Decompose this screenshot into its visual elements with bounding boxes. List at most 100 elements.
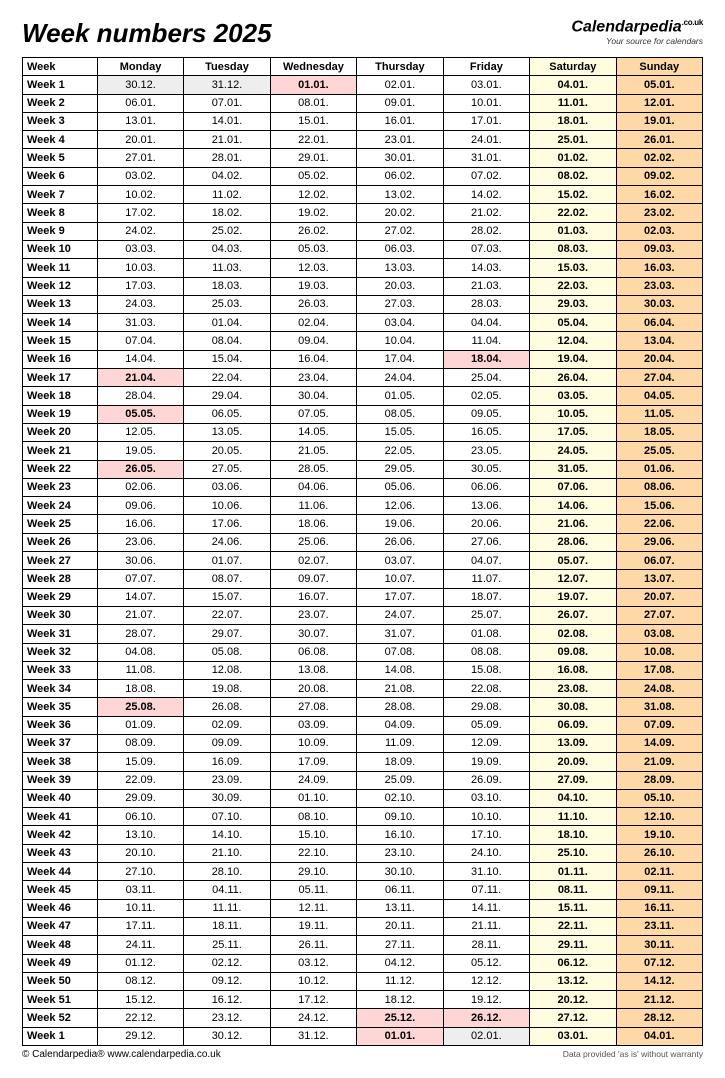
week-label: Week 40 [23,789,98,807]
date-cell: 01.11. [530,863,616,881]
brand-name: Calendarpedia.co.uk [571,18,703,36]
col-tuesday: Tuesday [184,58,270,76]
date-cell: 30.12. [184,1027,270,1045]
date-cell: 14.12. [616,972,702,990]
date-cell: 05.01. [616,76,702,94]
date-cell: 27.04. [616,369,702,387]
table-row: Week 1217.03.18.03.19.03.20.03.21.03.22.… [23,277,703,295]
date-cell: 20.02. [357,204,443,222]
date-cell: 13.09. [530,734,616,752]
date-cell: 23.06. [97,533,183,551]
date-cell: 12.03. [270,259,356,277]
date-cell: 25.06. [270,533,356,551]
date-cell: 21.06. [530,515,616,533]
date-cell: 17.09. [270,753,356,771]
table-row: Week 1110.03.11.03.12.03.13.03.14.03.15.… [23,259,703,277]
date-cell: 06.06. [443,478,529,496]
date-cell: 11.08. [97,661,183,679]
table-row: Week 420.01.21.01.22.01.23.01.24.01.25.0… [23,131,703,149]
date-cell: 10.12. [270,972,356,990]
date-cell: 27.07. [616,606,702,624]
date-cell: 20.04. [616,350,702,368]
date-cell: 05.04. [530,314,616,332]
week-label: Week 52 [23,1009,98,1027]
week-label: Week 19 [23,405,98,423]
date-cell: 27.12. [530,1009,616,1027]
date-cell: 04.08. [97,643,183,661]
date-cell: 30.04. [270,387,356,405]
table-row: Week 2807.07.08.07.09.07.10.07.11.07.12.… [23,570,703,588]
date-cell: 03.07. [357,552,443,570]
date-cell: 20.09. [530,753,616,771]
date-cell: 12.05. [97,423,183,441]
date-cell: 02.10. [357,789,443,807]
date-cell: 07.05. [270,405,356,423]
date-cell: 03.09. [270,716,356,734]
date-cell: 12.12. [443,972,529,990]
date-cell: 06.09. [530,716,616,734]
date-cell: 31.03. [97,314,183,332]
table-row: Week 3815.09.16.09.17.09.18.09.19.09.20.… [23,753,703,771]
date-cell: 20.05. [184,442,270,460]
week-label: Week 24 [23,497,98,515]
table-row: Week 527.01.28.01.29.01.30.01.31.01.01.0… [23,149,703,167]
date-cell: 28.09. [616,771,702,789]
date-cell: 21.01. [184,131,270,149]
date-cell: 23.04. [270,369,356,387]
week-label: Week 38 [23,753,98,771]
date-cell: 28.02. [443,222,529,240]
table-row: Week 1507.04.08.04.09.04.10.04.11.04.12.… [23,332,703,350]
date-cell: 24.04. [357,369,443,387]
date-cell: 26.05. [97,460,183,478]
date-cell: 18.09. [357,753,443,771]
brand-name-text: Calendarpedia [571,18,681,35]
date-cell: 22.04. [184,369,270,387]
date-cell: 25.08. [97,698,183,716]
date-cell: 12.11. [270,899,356,917]
table-row: Week 2226.05.27.05.28.05.29.05.30.05.31.… [23,460,703,478]
date-cell: 24.11. [97,936,183,954]
date-cell: 24.12. [270,1009,356,1027]
date-cell: 19.09. [443,753,529,771]
table-row: Week 206.01.07.01.08.01.09.01.10.01.11.0… [23,94,703,112]
date-cell: 24.01. [443,131,529,149]
week-label: Week 29 [23,588,98,606]
date-cell: 25.09. [357,771,443,789]
date-cell: 10.04. [357,332,443,350]
date-cell: 29.06. [616,533,702,551]
date-cell: 05.08. [184,643,270,661]
date-cell: 03.08. [616,625,702,643]
date-cell: 23.01. [357,131,443,149]
date-cell: 14.08. [357,661,443,679]
date-cell: 02.09. [184,716,270,734]
date-cell: 02.05. [443,387,529,405]
date-cell: 08.02. [530,167,616,185]
table-body: Week 130.12.31.12.01.01.02.01.03.01.04.0… [23,76,703,1046]
date-cell: 29.03. [530,295,616,313]
date-cell: 18.02. [184,204,270,222]
date-cell: 21.02. [443,204,529,222]
date-cell: 09.10. [357,808,443,826]
week-label: Week 43 [23,844,98,862]
date-cell: 15.12. [97,991,183,1009]
date-cell: 13.07. [616,570,702,588]
brand-tagline: Your source for calendars [571,36,703,46]
date-cell: 25.07. [443,606,529,624]
table-row: Week 4610.11.11.11.12.11.13.11.14.11.15.… [23,899,703,917]
date-cell: 15.05. [357,423,443,441]
date-cell: 04.09. [357,716,443,734]
date-cell: 17.02. [97,204,183,222]
date-cell: 04.04. [443,314,529,332]
week-label: Week 28 [23,570,98,588]
date-cell: 18.04. [443,350,529,368]
date-cell: 31.12. [270,1027,356,1045]
page-title: Week numbers 2025 [22,18,272,49]
date-cell: 12.08. [184,661,270,679]
date-cell: 08.04. [184,332,270,350]
week-label: Week 14 [23,314,98,332]
date-cell: 12.09. [443,734,529,752]
week-label: Week 49 [23,954,98,972]
date-cell: 27.05. [184,460,270,478]
date-cell: 17.03. [97,277,183,295]
date-cell: 16.03. [616,259,702,277]
